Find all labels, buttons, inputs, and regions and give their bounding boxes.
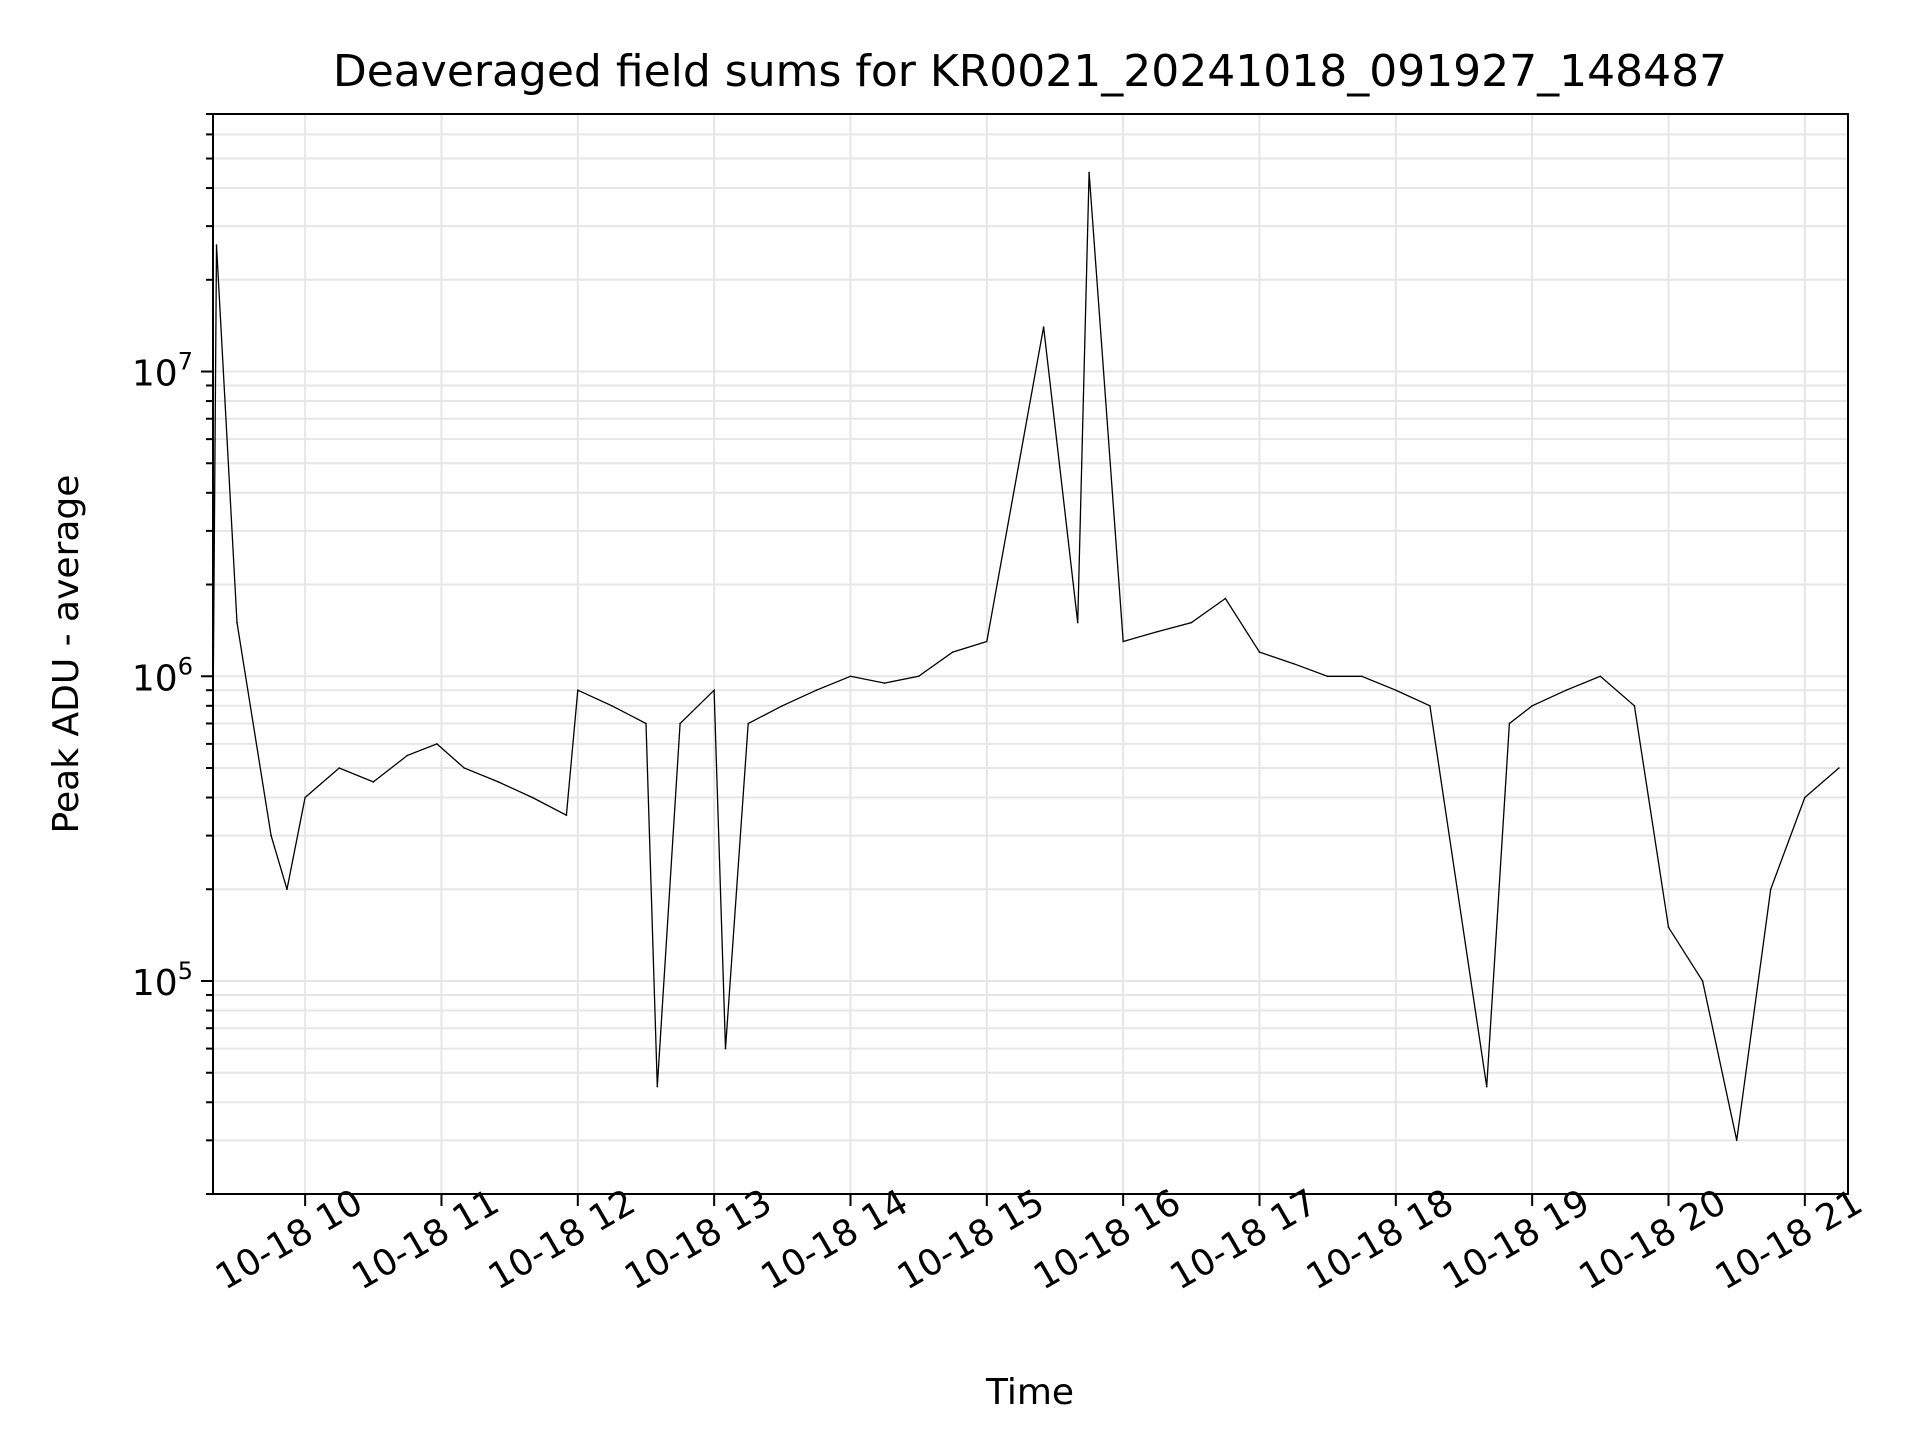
series-point [1429, 704, 1431, 707]
series-point [815, 689, 818, 692]
series-point [1599, 675, 1602, 678]
series-point [713, 689, 715, 692]
series-point [406, 754, 409, 757]
series-point [1395, 689, 1397, 692]
series-point [372, 781, 375, 783]
series-point [286, 888, 288, 891]
series-point [1769, 888, 1772, 891]
series-point [565, 814, 568, 817]
plot-frame [212, 113, 1849, 1195]
series-point [1701, 980, 1704, 982]
series-point [1258, 651, 1261, 653]
series-point [1735, 1139, 1738, 1142]
series-point [1122, 640, 1124, 643]
series-point [1292, 662, 1295, 665]
series-point [656, 1085, 659, 1088]
series-point [1156, 630, 1159, 633]
series-point [849, 675, 852, 678]
series-point [497, 781, 500, 783]
y-axis-label: Peak ADU - average [46, 475, 87, 834]
series-point [436, 743, 438, 745]
grid [213, 113, 1848, 1195]
series-point [1485, 1085, 1488, 1088]
series-point [1667, 926, 1670, 929]
chart-title: Deaveraged field sums for KR0021_2024101… [333, 46, 1727, 97]
series-line-0 [212, 172, 1840, 1141]
series-point [917, 675, 920, 678]
series-point [304, 796, 306, 799]
series-point [645, 722, 647, 725]
series-point [883, 682, 886, 684]
series-point [1224, 597, 1227, 600]
series-point [1360, 675, 1363, 678]
series-point [611, 704, 613, 707]
series-point [1326, 675, 1329, 678]
series-point [1633, 704, 1636, 707]
series-point [236, 621, 238, 624]
series-point [1565, 689, 1568, 692]
series-point [951, 651, 954, 653]
series-point [531, 796, 534, 799]
series-point [1804, 796, 1806, 799]
series-point [215, 244, 218, 246]
series-point [1042, 326, 1045, 328]
series-point [1076, 621, 1079, 624]
y-tick-label: 106 [132, 652, 193, 699]
series-point [781, 704, 784, 707]
y-tick-label: 107 [132, 348, 193, 395]
y-tick-label: 105 [132, 957, 193, 1004]
data-series [212, 171, 1840, 1142]
series-point [1531, 704, 1533, 707]
series-point [463, 767, 465, 769]
series-point [338, 767, 341, 769]
series-point [679, 722, 681, 725]
series-point [1190, 621, 1193, 624]
series-point [1508, 722, 1511, 725]
x-axis-label: Time [985, 1372, 1074, 1413]
series-point [1088, 171, 1090, 174]
series-point [577, 689, 579, 692]
series-point [1838, 767, 1840, 769]
series-point [270, 834, 272, 837]
series-point [747, 722, 750, 725]
series-point [986, 640, 988, 643]
series-point [724, 1047, 727, 1050]
